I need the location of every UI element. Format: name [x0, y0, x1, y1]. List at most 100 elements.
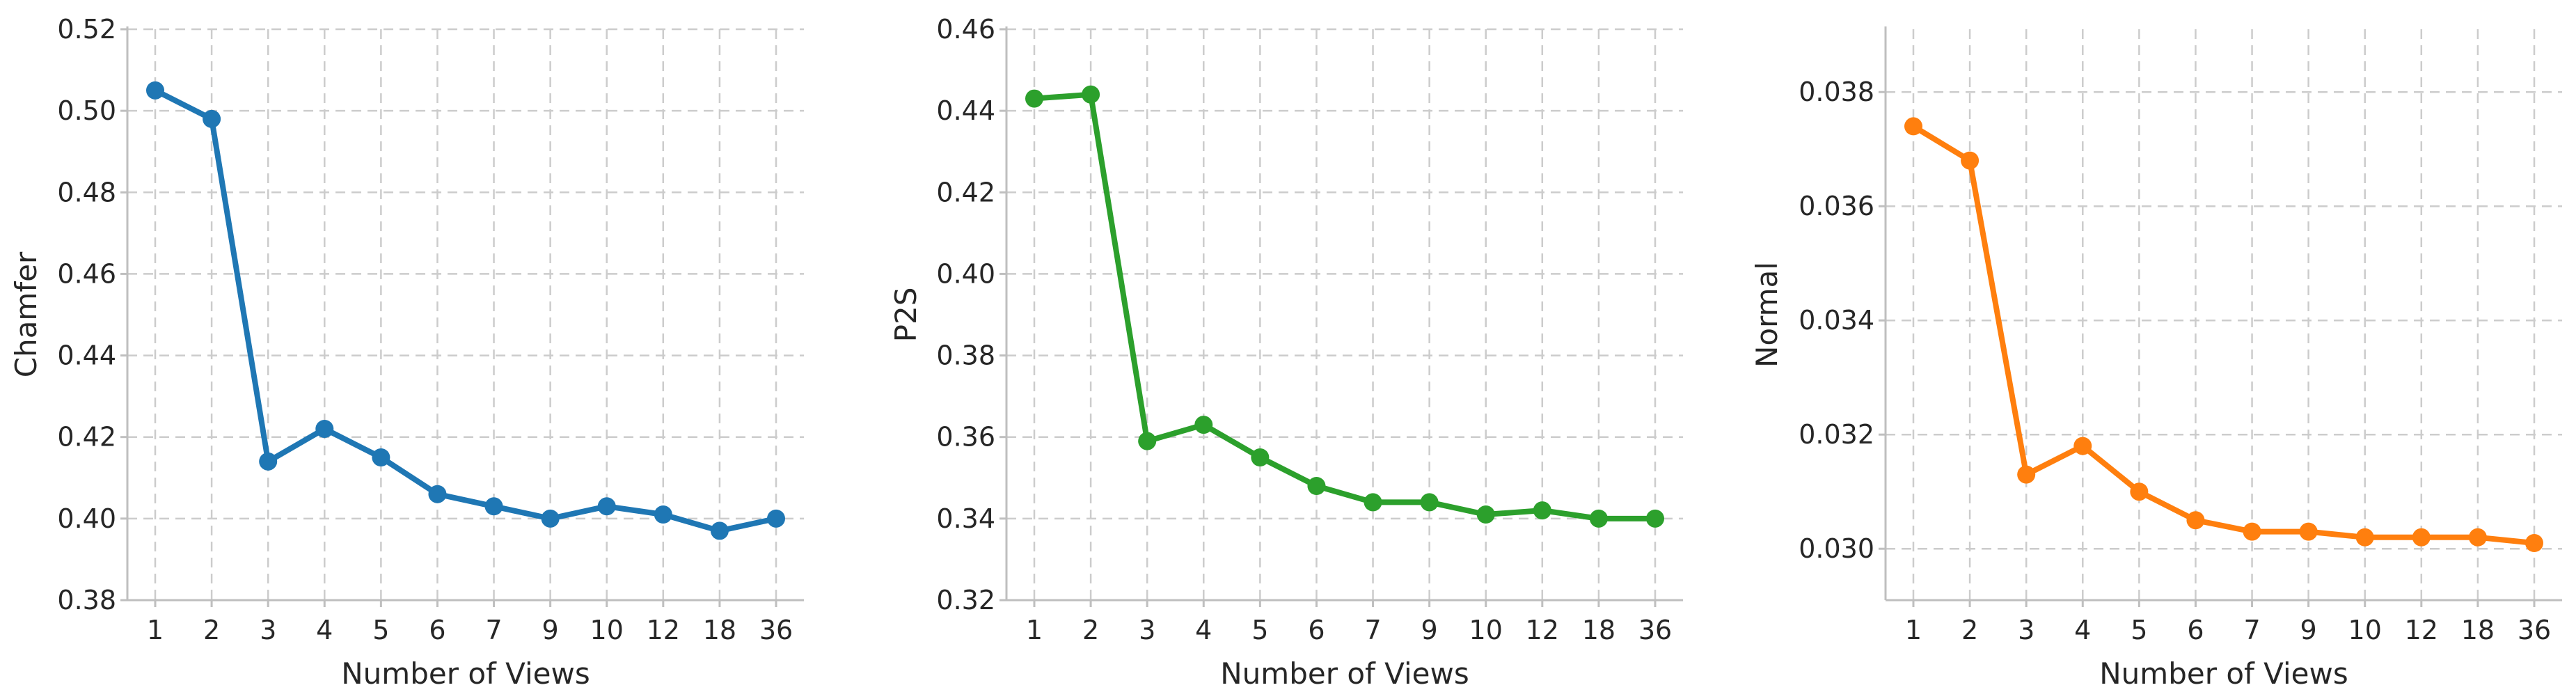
data-point	[428, 485, 447, 503]
y-tick-label: 0.52	[57, 14, 116, 45]
data-point	[1646, 509, 1664, 528]
y-tick-label: 0.48	[57, 177, 116, 207]
data-point	[2412, 528, 2431, 547]
y-tick-label: 0.44	[57, 340, 116, 371]
x-tick-label: 10	[2348, 615, 2382, 645]
x-tick-label: 10	[1469, 615, 1503, 645]
x-tick-label: 5	[372, 615, 389, 645]
x-axis-label: Number of Views	[1220, 657, 1469, 691]
x-tick-label: 1	[147, 615, 164, 645]
data-point	[1904, 117, 1922, 136]
y-tick-label: 0.034	[1799, 305, 1874, 336]
data-point	[2355, 528, 2374, 547]
y-tick-label: 0.32	[936, 585, 995, 615]
x-tick-label: 18	[1582, 615, 1615, 645]
x-tick-label: 12	[2405, 615, 2438, 645]
x-tick-label: 36	[759, 615, 793, 645]
y-tick-label: 0.42	[936, 177, 995, 207]
x-tick-label: 9	[1421, 615, 1438, 645]
data-point	[2017, 465, 2036, 484]
x-tick-label: 12	[1526, 615, 1559, 645]
x-tick-label: 7	[2243, 615, 2260, 645]
y-tick-label: 0.46	[936, 14, 995, 45]
data-point	[1420, 493, 1439, 512]
data-point	[203, 109, 221, 128]
x-tick-label: 9	[542, 615, 559, 645]
x-tick-label: 18	[2461, 615, 2495, 645]
series-line	[1911, 123, 2537, 546]
data-point	[1961, 151, 1980, 170]
y-tick-label: 0.42	[57, 422, 116, 453]
data-point	[1307, 477, 1326, 495]
data-point	[597, 497, 616, 516]
x-tick-label: 1	[1905, 615, 1922, 645]
series-line	[1032, 91, 1658, 521]
x-tick-label: 5	[1251, 615, 1268, 645]
data-point	[146, 81, 164, 100]
data-point	[1025, 89, 1043, 108]
y-tick-label: 0.34	[936, 503, 995, 534]
y-tick-label: 0.36	[936, 422, 995, 453]
chamfer-chart: 0.380.400.420.440.460.480.500.521 2 3 4 5 6 7 9…	[9, 14, 804, 691]
x-tick-label: 36	[1638, 615, 1672, 645]
data-point	[541, 509, 560, 528]
x-tick-label: 3	[260, 615, 276, 645]
data-point	[2468, 528, 2487, 547]
x-axis-label: Number of Views	[341, 657, 590, 691]
y-tick-label: 0.44	[936, 95, 995, 126]
data-point	[710, 521, 729, 540]
y-tick-label: 0.50	[57, 95, 116, 126]
data-point	[2243, 522, 2261, 541]
data-point	[767, 509, 785, 528]
series-line	[152, 87, 779, 534]
data-point	[259, 452, 278, 471]
data-point	[315, 420, 334, 438]
x-tick-label: 6	[2187, 615, 2204, 645]
x-tick-label: 2	[1082, 615, 1099, 645]
data-point	[1364, 493, 1382, 512]
data-point	[1138, 432, 1157, 450]
data-point	[1476, 505, 1495, 524]
data-point	[1589, 509, 1608, 528]
data-point	[2299, 522, 2318, 541]
x-tick-label: 6	[1308, 615, 1325, 645]
x-tick-label: 4	[316, 615, 333, 645]
data-point	[2073, 437, 2092, 455]
y-tick-label: 0.038	[1799, 77, 1874, 107]
x-tick-label: 10	[590, 615, 624, 645]
x-tick-label: 4	[1195, 615, 1212, 645]
y-tick-label: 0.032	[1799, 419, 1874, 450]
data-point	[1082, 85, 1100, 104]
x-tick-label: 2	[1961, 615, 1978, 645]
data-point	[2525, 534, 2543, 552]
x-tick-label: 18	[703, 615, 736, 645]
y-axis-label: Chamfer	[9, 251, 43, 377]
data-point	[1533, 501, 1551, 520]
y-tick-label: 0.46	[57, 258, 116, 289]
y-axis-label: Normal	[1750, 262, 1784, 368]
data-point	[2130, 482, 2149, 501]
x-tick-label: 4	[2074, 615, 2091, 645]
data-point	[2186, 511, 2205, 530]
x-tick-label: 36	[2518, 615, 2551, 645]
x-tick-label: 9	[2300, 615, 2317, 645]
x-tick-label: 1	[1026, 615, 1043, 645]
x-tick-label: 2	[203, 615, 220, 645]
x-axis-label: Number of Views	[2099, 657, 2348, 691]
data-point	[1251, 448, 1270, 466]
x-tick-label: 5	[2131, 615, 2147, 645]
y-tick-label: 0.40	[57, 503, 116, 534]
x-tick-label: 7	[485, 615, 502, 645]
x-tick-label: 3	[1139, 615, 1155, 645]
x-tick-label: 6	[429, 615, 445, 645]
data-point	[654, 505, 672, 524]
data-point	[484, 497, 503, 516]
y-axis-label: P2S	[889, 288, 923, 343]
x-tick-label: 12	[647, 615, 680, 645]
y-tick-label: 0.38	[936, 340, 995, 371]
data-point	[1194, 416, 1213, 434]
y-tick-label: 0.38	[57, 585, 116, 615]
y-tick-label: 0.036	[1799, 191, 1874, 221]
